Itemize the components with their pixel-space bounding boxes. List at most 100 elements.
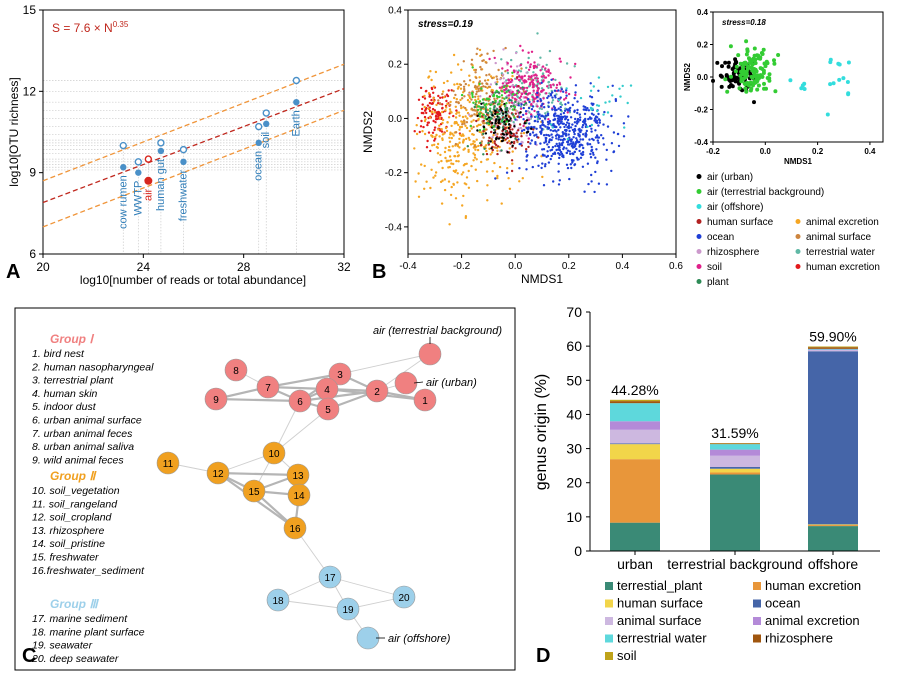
panel-b-point [567, 124, 571, 128]
panel-b-point [545, 92, 548, 95]
panel-b-point [588, 124, 592, 128]
panel-b-legend: air (urban) air (terrestrial background) a… [696, 172, 880, 288]
panel-b-point [455, 112, 458, 116]
panel-b-point [437, 113, 440, 116]
panel-b-point [450, 71, 453, 74]
panel-a-upper-point [255, 122, 263, 131]
panel-b-point [449, 103, 452, 107]
panel-b-point [513, 125, 516, 128]
panel-a-point-label: Earth [290, 110, 302, 136]
panel-b-point [549, 86, 553, 89]
panel-b-point [519, 107, 523, 110]
panel-b-point [516, 110, 519, 113]
panel-b-point [496, 176, 499, 180]
panel-b-point [511, 93, 515, 96]
panel-b-point [583, 112, 587, 116]
panel-b-inset-point [718, 73, 723, 78]
panel-b-point [574, 62, 577, 66]
panel-b-point [437, 161, 440, 164]
panel-b-point [443, 188, 447, 192]
panel-b-point [536, 117, 540, 121]
panel-b-point [494, 177, 497, 180]
panel-b-point [432, 85, 436, 88]
panel-b-point [539, 142, 542, 145]
panel-b-point [525, 66, 528, 70]
panel-b-point [597, 89, 600, 93]
panel-b-point [449, 193, 453, 197]
panel-a-ytick-label: 9 [29, 166, 36, 180]
panel-b-point [432, 176, 435, 179]
panel-b-point [557, 138, 560, 141]
panel-d-ytick-label: 50 [566, 372, 582, 388]
panel-b-point [591, 107, 594, 110]
panel-b-point [478, 129, 482, 132]
panel-b-point [520, 92, 524, 96]
panel-b-point [532, 85, 535, 89]
panel-b-inset-point [749, 65, 754, 70]
panel-b-inset-xlabel: NMDS1 [784, 157, 813, 166]
panel-b-point [450, 111, 453, 114]
panel-b-point [498, 112, 501, 116]
panel-d-ytick-label: 60 [566, 338, 582, 354]
panel-b-point [519, 95, 523, 98]
panel-b-point [501, 73, 505, 76]
panel-b-point [470, 98, 473, 101]
panel-b-point [555, 93, 558, 96]
panel-b-point [581, 150, 585, 154]
panel-b-inset-point [734, 60, 739, 65]
panel-b-point [517, 129, 520, 132]
panel-b-ytick-label: -0.4 [385, 222, 403, 233]
panel-b-point [486, 82, 489, 86]
panel-b-point [606, 125, 610, 128]
panel-b-point [526, 128, 529, 131]
panel-b-point [591, 137, 594, 141]
panel-b-point [559, 138, 562, 141]
panel-b-point [434, 121, 437, 124]
panel-b-point [456, 181, 459, 184]
panel-b-point [538, 63, 541, 67]
panel-b-point [594, 170, 597, 174]
panel-d-bar-segment [808, 347, 858, 349]
panel-b-point [540, 166, 543, 170]
panel-b-point [435, 111, 438, 115]
panel-b-point [508, 147, 511, 150]
panel-b-point [434, 135, 437, 139]
panel-b-point [482, 129, 485, 133]
panel-b-point [508, 123, 511, 126]
panel-b-point [437, 99, 440, 102]
panel-b-point [453, 96, 456, 100]
panel-b-point [572, 152, 575, 156]
panel-b-point [507, 119, 511, 122]
panel-b-point [525, 150, 528, 153]
panel-a-point-label: cow rumen [117, 175, 129, 229]
panel-b-point [496, 145, 500, 148]
panel-b-point [573, 97, 576, 100]
panel-b-point [510, 99, 513, 102]
panel-b-point [606, 111, 610, 114]
panel-b-point [513, 123, 516, 126]
panel-b-point [528, 83, 532, 86]
panel-d-bars: 44.28% 31.59% 59.90% [610, 328, 858, 551]
panel-b-point [507, 79, 511, 82]
panel-b-point [588, 143, 592, 146]
panel-b-point [456, 155, 460, 158]
panel-b-point [423, 164, 426, 168]
panel-b-point [530, 108, 534, 111]
panel-d-bar-segment [610, 421, 660, 430]
panel-b-point [471, 93, 474, 97]
panel-b-point [559, 90, 562, 93]
panel-b-point [523, 86, 526, 90]
panel-b-point [504, 138, 507, 141]
panel-b-inset-point [744, 89, 749, 94]
panel-b-point [525, 168, 528, 171]
panel-b-point [504, 107, 507, 110]
panel-b-point [495, 136, 498, 140]
panel-b-point [525, 148, 528, 151]
panel-b-point [597, 104, 601, 108]
panel-b-point [475, 76, 478, 80]
panel-b-point [597, 112, 600, 116]
panel-b-point [467, 148, 470, 152]
panel-b-point [571, 161, 574, 164]
panel-b-point [413, 147, 416, 150]
panel-b-point [512, 134, 515, 137]
